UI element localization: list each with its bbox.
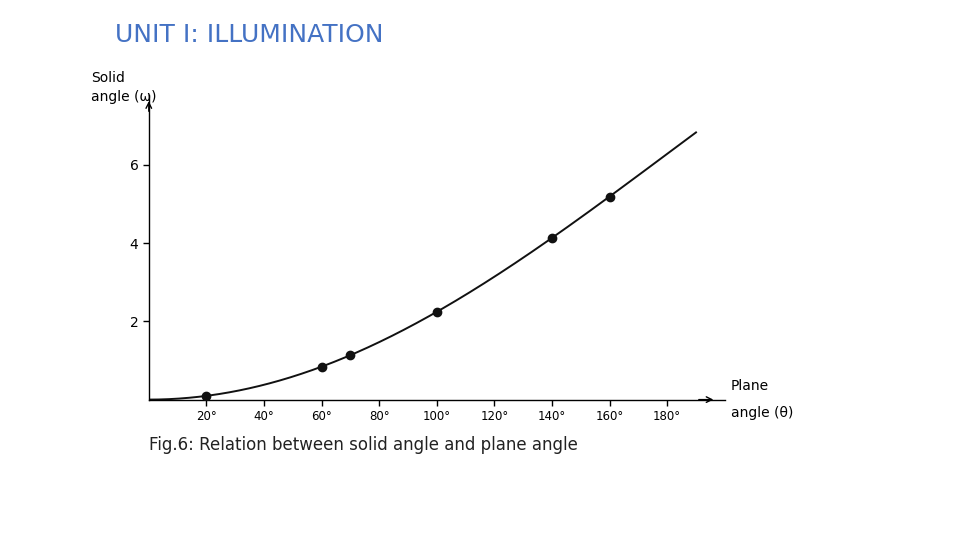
Text: Fig.6: Relation between solid angle and plane angle: Fig.6: Relation between solid angle and … — [149, 436, 578, 455]
Point — [343, 351, 358, 360]
Text: angle (θ): angle (θ) — [731, 406, 793, 420]
Text: UNIT I: ILLUMINATION: UNIT I: ILLUMINATION — [115, 23, 384, 47]
Point — [544, 234, 560, 242]
Text: Plane: Plane — [731, 379, 769, 393]
Point — [602, 192, 617, 201]
Point — [429, 307, 444, 316]
Point — [199, 392, 214, 400]
Text: angle (ω): angle (ω) — [91, 90, 156, 104]
Point — [314, 362, 329, 371]
Text: Solid: Solid — [91, 71, 125, 85]
